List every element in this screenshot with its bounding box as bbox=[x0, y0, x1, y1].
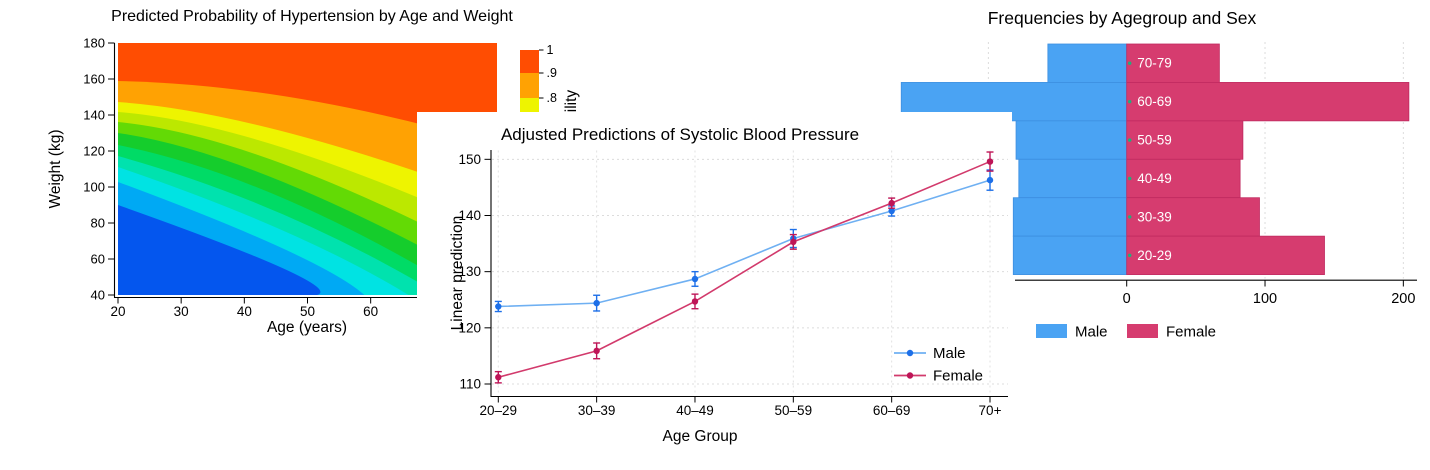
line-chart-title: Adjusted Predictions of Systolic Blood P… bbox=[501, 125, 859, 144]
legend-male-dot bbox=[906, 349, 914, 357]
bar-label: 50-59 bbox=[1137, 133, 1172, 148]
pyramid-chart: 70-79 60-69 50-59 40-49 30-39 20-29 0 100 200 F… bbox=[880, 0, 1430, 360]
x-tick-label: 20–29 bbox=[480, 403, 518, 418]
line-chart-series bbox=[494, 151, 994, 384]
contour-x-axis-title: Age (years) bbox=[267, 319, 347, 336]
line-chart-x-axis-title: Age Group bbox=[663, 428, 738, 445]
x-tick-label: 200 bbox=[1391, 291, 1415, 307]
x-tick-label: 100 bbox=[1253, 291, 1277, 307]
x-tick-label: 60–69 bbox=[873, 403, 911, 418]
x-tick-label: 50–59 bbox=[775, 403, 813, 418]
x-tick-label: 40 bbox=[237, 304, 252, 319]
bar-label-dot bbox=[1128, 215, 1132, 219]
contour-svg: 40 60 80 100 120 140 160 180 20 30 40 50 60 1 .9 .8 Pr… bbox=[47, 8, 580, 336]
line-chart-axes: 110 120 130 140 150 20–29 30–39 40–49 50–59 60–69… bbox=[458, 150, 1008, 418]
bar-label-dot bbox=[1128, 138, 1132, 142]
colorbar-tick-label: .9 bbox=[547, 66, 557, 80]
bar-label: 30-39 bbox=[1137, 209, 1172, 224]
data-point-female bbox=[495, 374, 502, 381]
y-tick-label: 140 bbox=[458, 208, 481, 223]
colorbar-tick-label: 1 bbox=[547, 43, 554, 57]
line-chart-y-axis-title: Linear prediction bbox=[449, 216, 466, 331]
contour-chart: 40 60 80 100 120 140 160 180 20 30 40 50 60 1 .9 .8 Pr… bbox=[0, 0, 612, 360]
x-tick-label: 30–39 bbox=[578, 403, 616, 418]
contour-axes: 40 60 80 100 120 140 160 180 20 30 40 50 60 bbox=[83, 36, 505, 319]
data-point-male bbox=[495, 303, 502, 310]
data-point-female bbox=[986, 158, 994, 165]
contour-y-axis-title: Weight (kg) bbox=[47, 130, 64, 209]
bar-label: 20-29 bbox=[1137, 248, 1172, 263]
legend-male-swatch bbox=[1036, 324, 1067, 338]
x-tick-label: 30 bbox=[174, 304, 189, 319]
bar-label-dot bbox=[1128, 99, 1132, 104]
colorbar-band bbox=[520, 50, 539, 73]
colorbar-tick-label: .8 bbox=[547, 91, 557, 105]
bar-label-dot bbox=[1128, 61, 1132, 65]
legend-female-swatch bbox=[1127, 324, 1158, 338]
data-point-male bbox=[593, 299, 600, 307]
y-tick-label: 120 bbox=[458, 320, 481, 335]
bar-female-20-29 bbox=[1126, 235, 1325, 275]
x-tick-label: 60 bbox=[363, 304, 378, 319]
y-tick-label: 150 bbox=[458, 152, 481, 167]
series-line-female bbox=[498, 160, 991, 379]
contour-bands bbox=[118, 43, 497, 295]
data-point-female bbox=[790, 238, 797, 246]
y-tick-label: 180 bbox=[83, 36, 105, 51]
bar-male-50-59 bbox=[1015, 120, 1128, 160]
data-point-female bbox=[888, 199, 895, 207]
x-tick-label: 50 bbox=[300, 304, 315, 319]
y-tick-label: 110 bbox=[459, 377, 481, 392]
x-tick-label: 70+ bbox=[979, 403, 1002, 418]
legend-female-dot bbox=[906, 372, 914, 379]
series-line-male bbox=[498, 179, 991, 308]
data-point-female bbox=[593, 347, 600, 355]
y-tick-label: 60 bbox=[91, 252, 105, 267]
legend-female-label: Female bbox=[1166, 324, 1216, 341]
line-chart-svg: 110 120 130 140 150 20–29 30–39 40–49 50–59 60–69… bbox=[449, 125, 1008, 445]
bar-female-50-59 bbox=[1126, 120, 1244, 160]
bar-label-dot bbox=[1128, 253, 1132, 258]
x-tick-label: 20 bbox=[110, 304, 125, 319]
pyramid-svg: 70-79 60-69 50-59 40-49 30-39 20-29 0 100 200 F… bbox=[900, 8, 1417, 341]
pyramid-legend: Male Female bbox=[1036, 324, 1216, 341]
bar-female-40-49 bbox=[1126, 158, 1241, 199]
contour-band bbox=[118, 205, 321, 295]
y-tick-label: 160 bbox=[83, 72, 105, 87]
data-point-male bbox=[888, 207, 895, 215]
y-tick-label: 140 bbox=[83, 108, 105, 123]
bar-male-40-49 bbox=[1018, 158, 1128, 199]
legend-male-label: Male bbox=[1075, 324, 1108, 341]
bar-male-30-39 bbox=[1012, 197, 1128, 237]
x-tick-label: 0 bbox=[1123, 291, 1131, 307]
pyramid-bars: 70-79 60-69 50-59 40-49 30-39 20-29 bbox=[900, 43, 1410, 275]
pyramid-axes: 0 100 200 bbox=[1015, 279, 1417, 307]
line-chart: 110 120 130 140 150 20–29 30–39 40–49 50–59 60–69… bbox=[417, 112, 1012, 467]
bar-male-20-29 bbox=[1012, 235, 1128, 275]
bar-label: 70-79 bbox=[1137, 56, 1172, 71]
x-tick-label: 40–49 bbox=[676, 403, 714, 418]
bar-male-70-79 bbox=[1047, 43, 1128, 83]
data-point-female bbox=[691, 298, 699, 305]
bar-label: 60-69 bbox=[1137, 94, 1172, 109]
bar-female-60-69 bbox=[1126, 82, 1410, 122]
bar-label-dot bbox=[1128, 176, 1132, 181]
colorbar-band bbox=[520, 73, 539, 98]
line-chart-legend: Male Female bbox=[894, 345, 983, 385]
data-point-male bbox=[986, 176, 994, 184]
y-tick-label: 120 bbox=[83, 144, 105, 159]
legend-male-label: Male bbox=[933, 345, 966, 362]
bar-label: 40-49 bbox=[1137, 171, 1172, 186]
y-tick-label: 130 bbox=[458, 264, 481, 279]
legend-female-label: Female bbox=[933, 368, 983, 385]
y-tick-label: 100 bbox=[83, 180, 105, 195]
y-tick-label: 80 bbox=[91, 216, 105, 231]
pyramid-title: Frequencies by Agegroup and Sex bbox=[988, 8, 1257, 28]
y-tick-label: 40 bbox=[91, 288, 105, 303]
contour-title: Predicted Probability of Hypertension by… bbox=[111, 8, 513, 25]
data-point-male bbox=[691, 275, 699, 283]
bar-female-70-79 bbox=[1126, 43, 1220, 83]
line-chart-gridlines bbox=[492, 150, 1008, 396]
